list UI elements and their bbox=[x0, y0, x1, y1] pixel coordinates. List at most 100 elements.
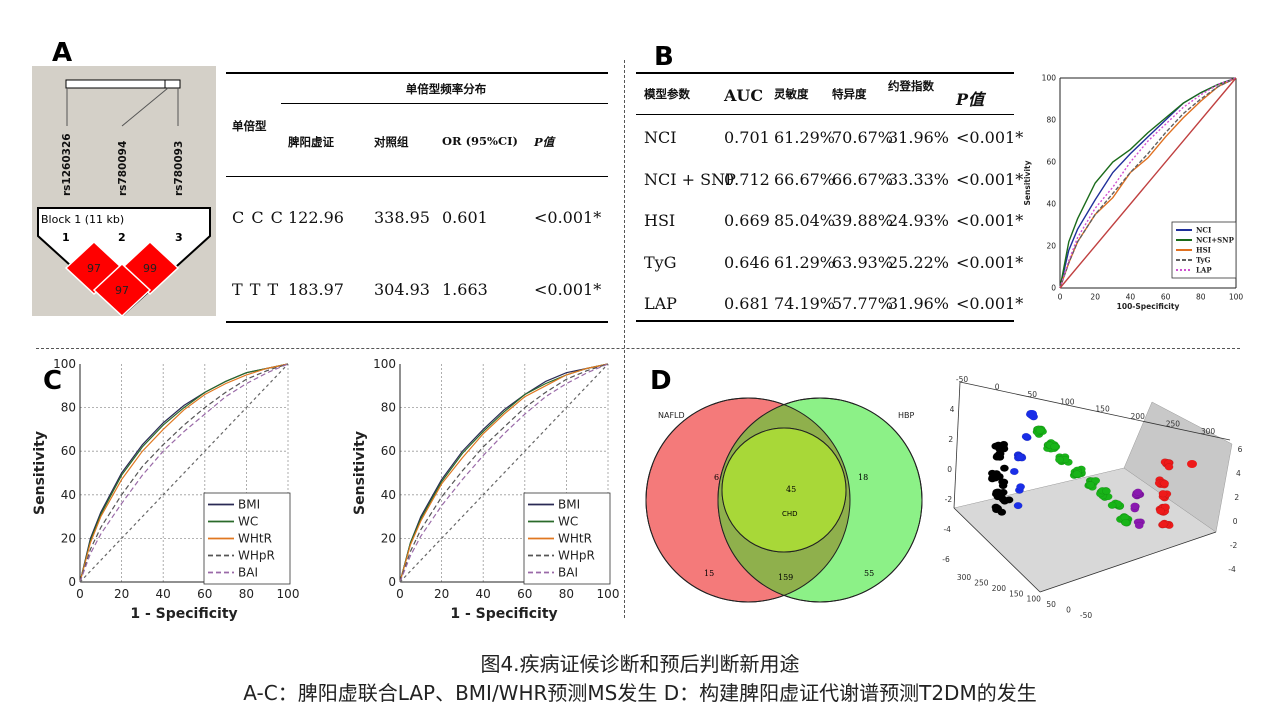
axis-tick-label: 2 bbox=[1234, 493, 1239, 502]
axis-tick-label: 0 bbox=[1066, 606, 1071, 615]
axis-tick-label: 0 bbox=[995, 382, 1000, 391]
legend-label: WC bbox=[558, 515, 578, 529]
model-name: TyG bbox=[644, 252, 677, 272]
table-cell: 0.646 bbox=[724, 252, 770, 272]
x-axis-label: 1 - Specificity bbox=[450, 606, 557, 622]
marker-number-1: 1 bbox=[62, 231, 70, 244]
ld-cell-1-3 bbox=[92, 262, 152, 316]
y-tick-label: 60 bbox=[1046, 158, 1056, 167]
axis-tick-label: 6 bbox=[1238, 445, 1243, 454]
header-bottom-rule bbox=[636, 114, 1014, 115]
snp-label-3: rs780093 bbox=[173, 141, 185, 196]
legend-label: NCI bbox=[1196, 225, 1211, 234]
scatter-point bbox=[997, 508, 1007, 516]
model-name: LAP bbox=[644, 294, 677, 313]
column-header-p: P值 bbox=[956, 90, 985, 109]
column-header-auc: AUC bbox=[724, 86, 764, 105]
axis-tick-label: -4 bbox=[943, 525, 951, 534]
scatter-left-axis bbox=[953, 381, 961, 509]
table-cell: 0.712 bbox=[724, 169, 770, 189]
axis-tick-label: 150 bbox=[1095, 405, 1110, 414]
scatter-point bbox=[1158, 490, 1168, 498]
group-header-rule bbox=[281, 103, 608, 104]
scatter-point bbox=[988, 474, 997, 482]
x-tick-label: 40 bbox=[156, 587, 171, 601]
x-tick-label: 60 bbox=[517, 587, 532, 601]
haplotype-row-header: 单倍型 bbox=[232, 119, 267, 133]
scatter-point bbox=[1107, 501, 1117, 509]
ld-plot: rs1260326 rs780094 rs780093 Block 1 (11 … bbox=[32, 66, 216, 316]
axis-tick-label: 0 bbox=[947, 465, 952, 474]
series-line-bmi bbox=[399, 363, 609, 583]
table-cell: 66.67% bbox=[774, 169, 836, 189]
venn-count-nafld-chd: 6 bbox=[714, 473, 719, 482]
x-tick-label: 80 bbox=[559, 587, 574, 601]
scatter-point bbox=[1021, 432, 1031, 441]
y-tick-label: 100 bbox=[1042, 74, 1057, 83]
venn-label-chd: CHD bbox=[782, 510, 798, 518]
axis-tick-label: 250 bbox=[1166, 420, 1181, 429]
header-bottom-rule bbox=[226, 176, 608, 177]
column-header-control: 对照组 bbox=[374, 135, 409, 149]
panel-label-a: A bbox=[52, 38, 73, 68]
scatter-point bbox=[991, 442, 1001, 450]
y-tick-label: 80 bbox=[61, 401, 76, 415]
legend-label: WHtR bbox=[558, 532, 592, 546]
y-tick-label: 20 bbox=[61, 531, 76, 545]
y-tick-label: 0 bbox=[388, 575, 396, 589]
series-line-whtr bbox=[399, 363, 609, 583]
table-cell: <0.001* bbox=[956, 294, 1024, 313]
axis-tick-label: -2 bbox=[1230, 541, 1238, 550]
axis-tick-label: 100 bbox=[1027, 595, 1042, 604]
scatter-point bbox=[1055, 456, 1064, 464]
table-cell: 31.96% bbox=[888, 128, 950, 147]
model-name: NCI + SNP bbox=[644, 169, 736, 189]
y-tick-label: 60 bbox=[381, 444, 396, 458]
scatter-point bbox=[998, 482, 1008, 490]
axis-tick-label: 300 bbox=[957, 573, 972, 582]
table-cell: 66.67% bbox=[832, 169, 894, 189]
table-cell: 25.22% bbox=[888, 252, 950, 272]
table-cell: 24.93% bbox=[888, 211, 950, 230]
ld-value-2-3: 99 bbox=[143, 262, 157, 275]
venn-count-all: 45 bbox=[786, 485, 796, 494]
table-cell: 57.77% bbox=[832, 294, 894, 313]
scatter-point bbox=[1133, 488, 1143, 496]
legend-label: BMI bbox=[558, 498, 580, 512]
scatter-point bbox=[1156, 507, 1165, 515]
legend-label: WHtR bbox=[238, 532, 272, 546]
table-cell: 39.88% bbox=[832, 211, 894, 230]
scatter-3d: -50050100150200250300420-2-4-63002502001… bbox=[942, 376, 1243, 620]
legend-label: WHpR bbox=[558, 549, 595, 563]
table-cell: 183.97 bbox=[288, 280, 344, 299]
table-cell: 63.93% bbox=[832, 252, 894, 272]
scatter-point bbox=[998, 488, 1008, 496]
x-tick-label: 60 bbox=[197, 587, 212, 601]
column-header-sensitivity: 灵敏度 bbox=[774, 87, 809, 101]
scatter-point bbox=[1013, 502, 1023, 510]
y-tick-label: 20 bbox=[1046, 242, 1056, 251]
scatter-point bbox=[1134, 521, 1144, 530]
venn-count-hbp-chd: 18 bbox=[858, 473, 868, 482]
scatter-point bbox=[1121, 519, 1131, 527]
y-axis-label: Sensitivity bbox=[352, 431, 368, 515]
venn-outline-hbp bbox=[717, 397, 923, 603]
column-header-case: 脾阳虚证 bbox=[288, 135, 334, 149]
table-cell: 0.669 bbox=[724, 211, 770, 230]
table-cell: 61.29% bbox=[774, 128, 836, 147]
table-cell: <0.001* bbox=[534, 208, 602, 227]
scatter-point bbox=[991, 503, 1001, 511]
axis-tick-label: 50 bbox=[1028, 390, 1038, 399]
legend-label: TyG bbox=[1196, 255, 1211, 264]
y-tick-label: 100 bbox=[373, 357, 396, 371]
x-tick-label: 0 bbox=[1058, 293, 1063, 302]
venn-count-hbp-only: 55 bbox=[864, 569, 874, 578]
table-cell: 31.96% bbox=[888, 294, 950, 313]
y-axis-label: Sensitivity bbox=[1023, 160, 1032, 205]
model-table: 模型参数 AUC 灵敏度 特异度 约登指数 P值 NCI 0.701 61.29% 7… bbox=[636, 72, 1023, 324]
x-axis-label: 1 - Specificity bbox=[130, 606, 237, 622]
horizontal-divider bbox=[36, 348, 1240, 349]
scatter-point bbox=[1187, 460, 1197, 468]
x-axis-label: 100-Specificity bbox=[1117, 302, 1180, 311]
legend-label: BMI bbox=[238, 498, 260, 512]
